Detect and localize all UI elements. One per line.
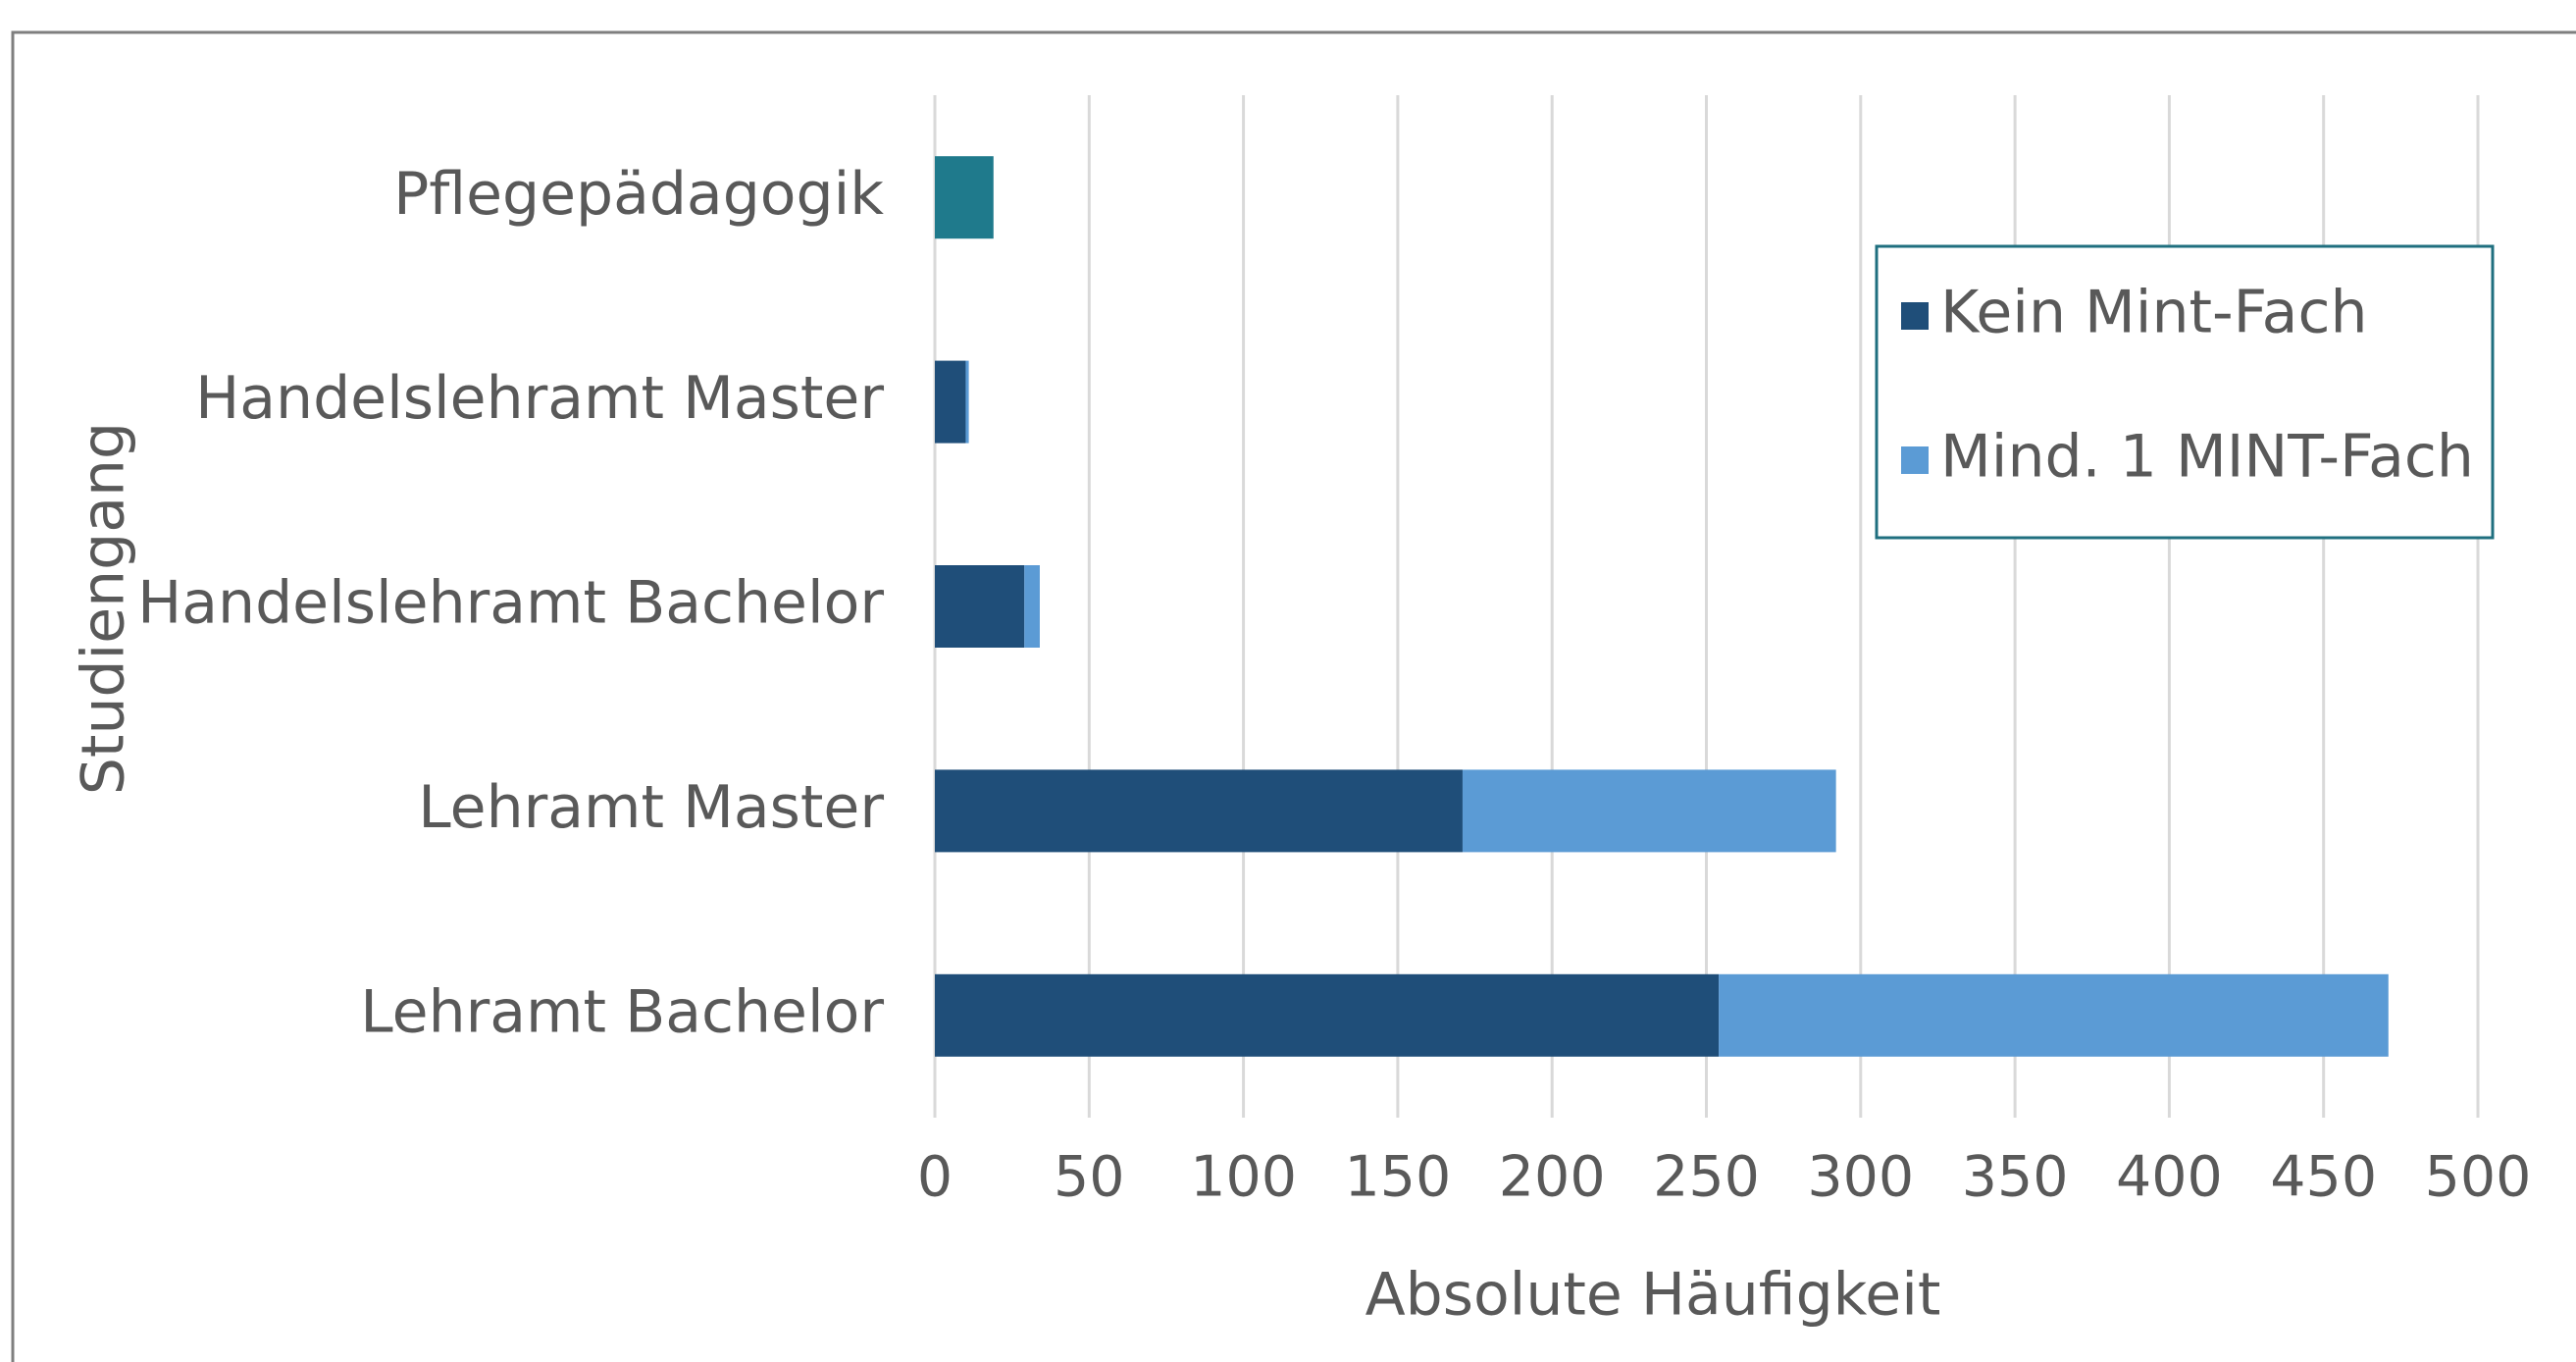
chart-frame [11, 30, 2576, 1362]
bar [965, 360, 969, 444]
bar [1024, 565, 1040, 648]
x-tick-label: 300 [1807, 1145, 1914, 1210]
y-tick-label: Lehramt Master [418, 773, 884, 842]
y-tick-label: Lehramt Bachelor [360, 977, 884, 1046]
bar [935, 973, 1720, 1057]
x-tick-label: 500 [2425, 1145, 2532, 1210]
x-tick-label: 100 [1190, 1145, 1297, 1210]
x-tick-label: 400 [2116, 1145, 2223, 1210]
x-tick-label: 200 [1499, 1145, 1606, 1210]
legend-box [1875, 244, 2495, 540]
legend-marker [1901, 446, 1929, 474]
bar [935, 769, 1463, 853]
x-tick-label: 350 [1962, 1145, 2069, 1210]
bar [1462, 769, 1836, 853]
bar [935, 156, 994, 239]
legend-marker [1901, 302, 1929, 330]
y-tick-label: Pflegepädagogik [393, 160, 884, 229]
x-tick-label: 450 [2270, 1145, 2377, 1210]
x-tick-label: 0 [917, 1145, 953, 1210]
legend-label: Kein Mint-Fach [1940, 279, 2367, 347]
y-tick-label: Handelslehramt Master [195, 364, 884, 433]
y-tick-label: Handelslehramt Bachelor [137, 569, 884, 638]
bar [935, 565, 1025, 648]
bar [935, 360, 966, 444]
x-tick-label: 150 [1345, 1145, 1452, 1210]
legend-label: Mind. 1 MINT-Fach [1940, 423, 2474, 492]
x-tick-label: 50 [1054, 1145, 1125, 1210]
y-axis-title: Studiengang [70, 422, 138, 795]
x-axis-title: Absolute Häufigkeit [1365, 1261, 1941, 1330]
x-tick-label: 250 [1653, 1145, 1760, 1210]
bar [1719, 973, 2389, 1057]
